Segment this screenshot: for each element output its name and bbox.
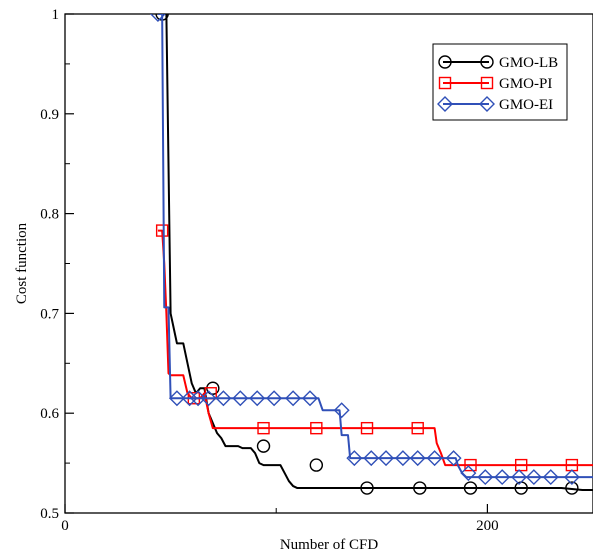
legend-item-gmo-lb: GMO-LB [438,55,558,71]
data-point-gmo-lb [309,458,324,472]
data-point-gmo-ei [149,14,166,22]
y-tick-label: 0.8 [40,207,59,223]
data-point-gmo-ei [190,390,207,407]
data-point-gmo-ei [363,450,380,467]
data-point-gmo-ei [563,469,580,486]
data-point-gmo-ei [477,469,494,486]
x-axis-label: Number of CFD [280,537,378,553]
legend-label: GMO-LB [499,55,558,71]
data-point-gmo-pi [310,421,323,435]
legend-marker [479,96,495,112]
legend-marker [438,55,452,69]
data-point-gmo-ei [232,390,249,407]
data-point-gmo-pi [360,421,374,435]
series-layer [149,14,593,495]
data-point-gmo-ei [200,390,217,407]
y-axis: 0.5 0.6 0.7 0.8 0.9 1 [40,7,74,522]
legend: GMO-LB GMO-PI GMO-EI [432,43,568,121]
data-point-gmo-pi [411,421,424,435]
data-point-gmo-ei [215,390,232,407]
data-point-gmo-ei [378,450,395,467]
data-point-gmo-ei [494,469,511,486]
y-tick-label: 0.9 [40,107,59,123]
legend-marker [437,96,453,112]
legend-marker [480,55,494,69]
y-tick-label: 1 [52,7,60,23]
series-line-gmo-lb [160,14,593,492]
data-point-gmo-pi [155,224,169,237]
data-point-gmo-ei [542,469,559,486]
series-line-gmo-pi [157,229,593,467]
legend-label: GMO-EI [499,97,553,113]
data-point-gmo-lb [256,439,271,453]
data-point-gmo-ei [525,469,542,486]
series-line-gmo-ei [157,14,593,479]
data-point-gmo-ei [302,390,318,407]
data-point-gmo-lb [413,481,427,495]
legend-marker [438,76,452,90]
data-point-gmo-ei [460,465,477,482]
data-point-gmo-ei [168,390,185,407]
data-point-gmo-ei [511,469,528,486]
y-tick-label: 0.5 [40,506,59,522]
data-point-gmo-ei [249,390,266,407]
data-point-gmo-pi [464,458,477,472]
data-point-gmo-ei [266,390,283,407]
data-point-gmo-ei [333,402,350,419]
x-axis: 0 200 [61,504,499,534]
y-tick-label: 0.6 [40,406,59,422]
data-point-gmo-ei [394,450,411,467]
data-point-gmo-ei [426,450,443,467]
data-point-gmo-ei [445,450,462,467]
data-point-gmo-ei [285,390,302,407]
data-point-gmo-ei [346,450,363,467]
data-point-gmo-lb [463,481,478,495]
legend-label: GMO-PI [499,76,552,92]
y-axis-label: Cost function [14,222,30,304]
legend-marker [480,76,494,90]
data-point-gmo-ei [409,450,426,467]
data-point-gmo-lb [565,481,579,495]
legend-item-gmo-pi: GMO-PI [438,76,552,92]
series-gmo-pi [155,224,593,472]
series-gmo-ei [149,14,593,486]
legend-item-gmo-ei: GMO-EI [437,96,553,113]
data-point-gmo-pi [514,458,528,472]
data-point-gmo-lb [360,481,374,495]
y-tick-label: 0.7 [40,306,59,322]
data-point-gmo-pi [257,421,270,435]
x-tick-label: 0 [61,518,69,534]
x-tick-label: 200 [476,518,499,534]
